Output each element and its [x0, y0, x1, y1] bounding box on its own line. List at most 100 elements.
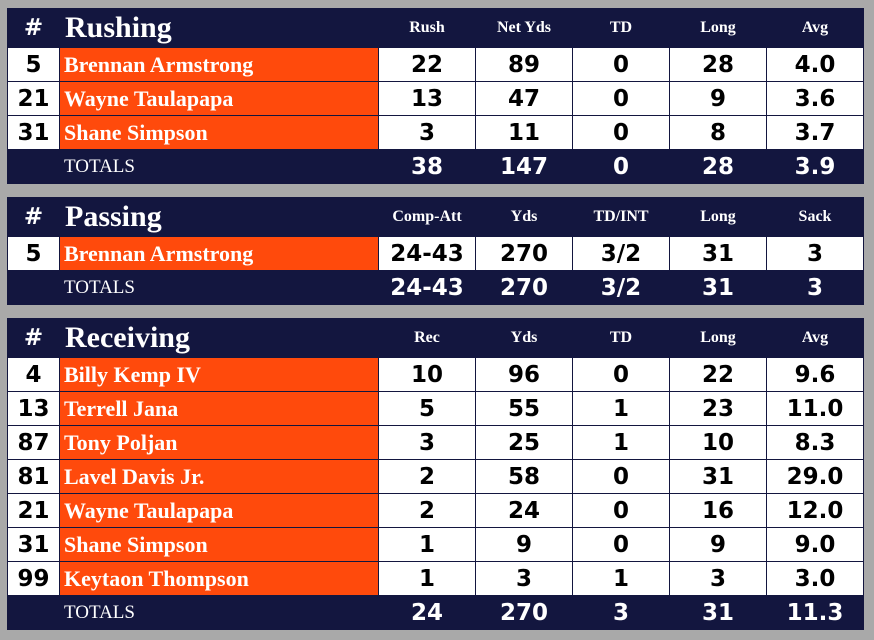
table-row: 4 Billy Kemp IV 10 96 0 22 9.6 — [7, 357, 864, 392]
stat-cell: 9.0 — [766, 527, 864, 562]
player-name: Brennan Armstrong — [59, 47, 379, 82]
stat-cell: 5 — [378, 391, 476, 426]
passing-section: # Passing Comp-Att Yds TD/INT Long Sack … — [7, 197, 864, 305]
passing-number-header: # — [7, 197, 60, 237]
total-cell: 0 — [572, 149, 670, 184]
jersey-number: 21 — [7, 81, 60, 116]
stat-cell: 23 — [669, 391, 767, 426]
stat-cell: 0 — [572, 459, 670, 494]
stat-cell: 8 — [669, 115, 767, 150]
column-header: TD — [572, 318, 670, 358]
jersey-number: 5 — [7, 236, 60, 271]
receiving-table: # Receiving Rec Yds TD Long Avg 4 Billy … — [7, 318, 864, 630]
total-cell: 38 — [378, 149, 476, 184]
stat-cell: 9 — [669, 81, 767, 116]
stat-cell: 3 — [378, 115, 476, 150]
stat-cell: 9.6 — [766, 357, 864, 392]
stat-cell: 3 — [766, 236, 864, 271]
stat-cell: 11 — [475, 115, 573, 150]
stat-cell: 13 — [378, 81, 476, 116]
stat-cell: 0 — [572, 527, 670, 562]
player-name: Brennan Armstrong — [59, 236, 379, 271]
stat-cell: 0 — [572, 357, 670, 392]
jersey-number: 87 — [7, 425, 60, 460]
total-cell: 24 — [378, 595, 476, 630]
totals-label: TOTALS — [59, 270, 379, 305]
total-cell: 270 — [475, 595, 573, 630]
stat-cell: 2 — [378, 493, 476, 528]
total-cell: 270 — [475, 270, 573, 305]
table-row: 87 Tony Poljan 3 25 1 10 8.3 — [7, 425, 864, 460]
column-header: Long — [669, 197, 767, 237]
stat-cell: 10 — [669, 425, 767, 460]
passing-table: # Passing Comp-Att Yds TD/INT Long Sack … — [7, 197, 864, 305]
column-header: Comp-Att — [378, 197, 476, 237]
column-header: Long — [669, 318, 767, 358]
stat-cell: 10 — [378, 357, 476, 392]
stat-cell: 8.3 — [766, 425, 864, 460]
stat-cell: 96 — [475, 357, 573, 392]
totals-label: TOTALS — [59, 595, 379, 630]
player-name: Tony Poljan — [59, 425, 379, 460]
table-row: 81 Lavel Davis Jr. 2 58 0 31 29.0 — [7, 459, 864, 494]
stat-cell: 31 — [669, 236, 767, 271]
player-name: Shane Simpson — [59, 115, 379, 150]
totals-row: TOTALS 38 147 0 28 3.9 — [7, 149, 864, 184]
total-cell: 3.9 — [766, 149, 864, 184]
stat-cell: 58 — [475, 459, 573, 494]
jersey-number: 99 — [7, 561, 60, 596]
rushing-section: # Rushing Rush Net Yds TD Long Avg 5 Bre… — [7, 8, 864, 184]
player-name: Wayne Taulapapa — [59, 493, 379, 528]
stat-cell: 29.0 — [766, 459, 864, 494]
stat-cell: 12.0 — [766, 493, 864, 528]
passing-header-row: # Passing Comp-Att Yds TD/INT Long Sack — [7, 197, 864, 237]
stat-cell: 1 — [378, 527, 476, 562]
stat-cell: 0 — [572, 81, 670, 116]
stat-cell: 22 — [378, 47, 476, 82]
stat-cell: 1 — [572, 425, 670, 460]
jersey-number: 31 — [7, 115, 60, 150]
stat-cell: 0 — [572, 115, 670, 150]
player-name: Keytaon Thompson — [59, 561, 379, 596]
stat-cell: 28 — [669, 47, 767, 82]
stat-cell: 3.7 — [766, 115, 864, 150]
column-header: TD — [572, 8, 670, 48]
jersey-number: 81 — [7, 459, 60, 494]
stat-cell: 1 — [378, 561, 476, 596]
stat-cell: 9 — [475, 527, 573, 562]
jersey-number: 4 — [7, 357, 60, 392]
rushing-title: Rushing — [59, 8, 379, 48]
stat-cell: 89 — [475, 47, 573, 82]
table-row: 21 Wayne Taulapapa 13 47 0 9 3.6 — [7, 81, 864, 116]
stat-cell: 3.6 — [766, 81, 864, 116]
stat-cell: 270 — [475, 236, 573, 271]
total-cell: 3 — [766, 270, 864, 305]
stat-cell: 24-43 — [378, 236, 476, 271]
column-header: TD/INT — [572, 197, 670, 237]
stat-cell: 47 — [475, 81, 573, 116]
player-name: Wayne Taulapapa — [59, 81, 379, 116]
column-header: Rec — [378, 318, 476, 358]
column-header: Net Yds — [475, 8, 573, 48]
column-header: Long — [669, 8, 767, 48]
rushing-number-header: # — [7, 8, 60, 48]
table-row: 21 Wayne Taulapapa 2 24 0 16 12.0 — [7, 493, 864, 528]
stat-cell: 24 — [475, 493, 573, 528]
totals-number-cell — [7, 270, 60, 305]
total-cell: 31 — [669, 595, 767, 630]
player-name: Terrell Jana — [59, 391, 379, 426]
stat-cell: 1 — [572, 561, 670, 596]
totals-number-cell — [7, 149, 60, 184]
stat-cell: 1 — [572, 391, 670, 426]
stat-cell: 3 — [669, 561, 767, 596]
table-row: 99 Keytaon Thompson 1 3 1 3 3.0 — [7, 561, 864, 596]
rushing-table: # Rushing Rush Net Yds TD Long Avg 5 Bre… — [7, 8, 864, 184]
total-cell: 28 — [669, 149, 767, 184]
total-cell: 31 — [669, 270, 767, 305]
total-cell: 3/2 — [572, 270, 670, 305]
receiving-header-row: # Receiving Rec Yds TD Long Avg — [7, 318, 864, 358]
stat-cell: 3 — [475, 561, 573, 596]
stat-cell: 25 — [475, 425, 573, 460]
stat-cell: 3/2 — [572, 236, 670, 271]
player-name: Shane Simpson — [59, 527, 379, 562]
